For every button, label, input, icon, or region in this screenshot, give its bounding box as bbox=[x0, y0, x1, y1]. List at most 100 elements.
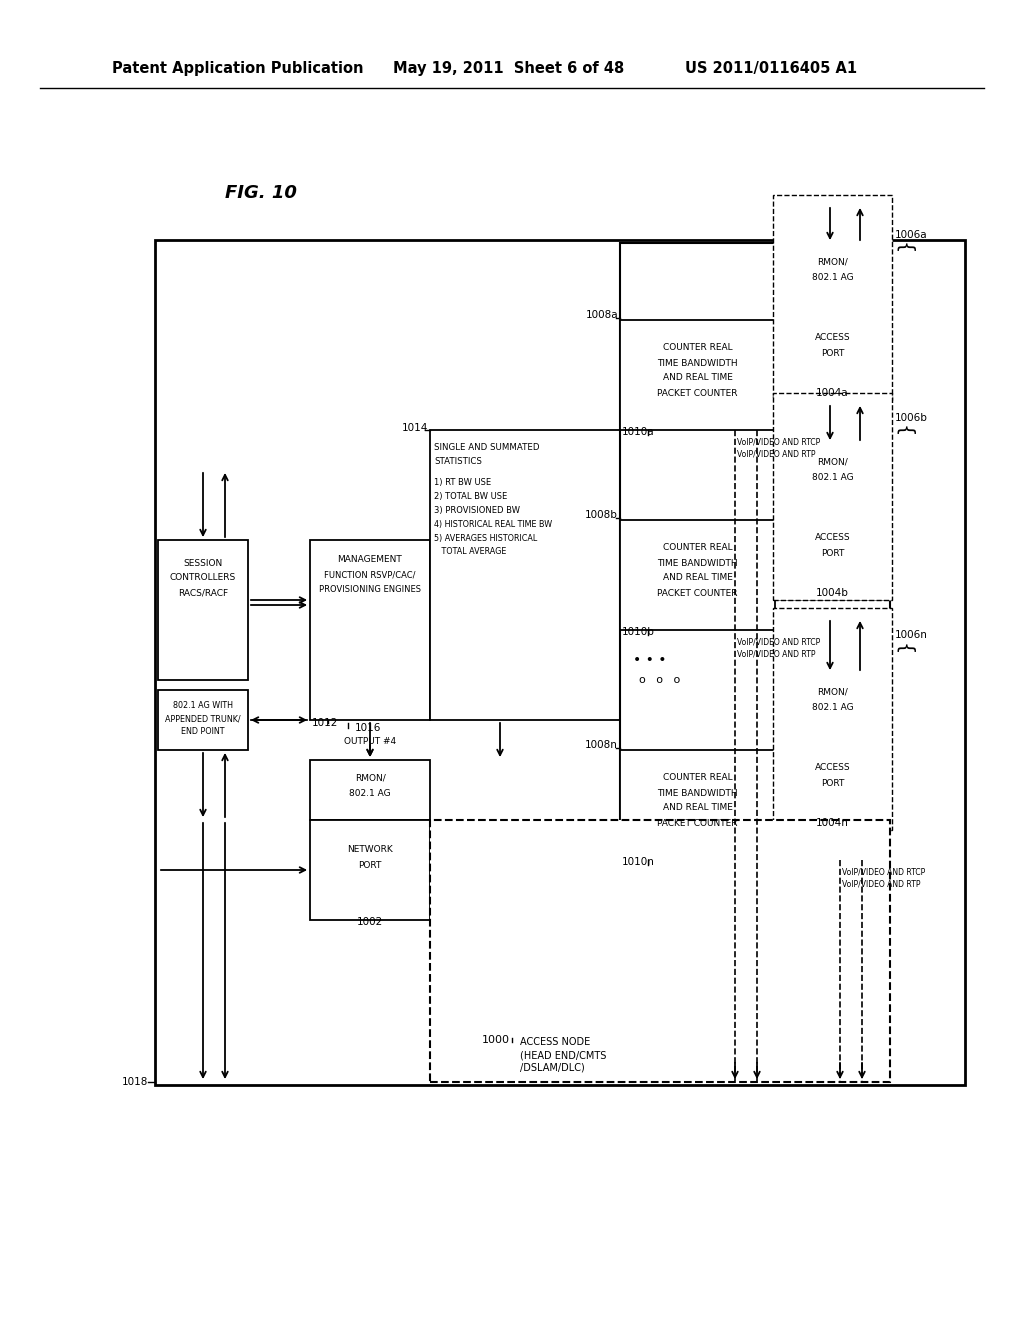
Text: Patent Application Publication: Patent Application Publication bbox=[112, 61, 364, 75]
Bar bbox=[775, 750, 890, 830]
Text: PORT: PORT bbox=[821, 779, 844, 788]
Text: ACCESS NODE: ACCESS NODE bbox=[520, 1038, 590, 1047]
Text: NETWORK: NETWORK bbox=[347, 846, 393, 854]
Bar bbox=[775, 319, 890, 400]
Text: RACS/RACF: RACS/RACF bbox=[178, 589, 228, 598]
Bar bbox=[773, 393, 892, 601]
Text: ACCESS: ACCESS bbox=[815, 533, 850, 543]
Text: 1006b: 1006b bbox=[895, 413, 928, 422]
Text: 5) AVERAGES HISTORICAL: 5) AVERAGES HISTORICAL bbox=[434, 533, 538, 543]
Text: 1006n: 1006n bbox=[895, 630, 928, 640]
Bar bbox=[775, 444, 890, 520]
Text: 1014: 1014 bbox=[401, 422, 428, 433]
Text: PACKET COUNTER: PACKET COUNTER bbox=[657, 388, 737, 397]
Text: /DSLAM/DLC): /DSLAM/DLC) bbox=[520, 1063, 585, 1073]
Text: 1008a: 1008a bbox=[586, 310, 618, 319]
Bar bbox=[775, 520, 890, 601]
Text: (HEAD END/CMTS: (HEAD END/CMTS bbox=[520, 1049, 606, 1060]
Text: AND REAL TIME: AND REAL TIME bbox=[663, 804, 732, 813]
Text: PROVISIONING ENGINES: PROVISIONING ENGINES bbox=[319, 586, 421, 594]
Text: RMON/: RMON/ bbox=[817, 458, 848, 466]
Text: 1010a: 1010a bbox=[622, 426, 654, 437]
Text: 1010n: 1010n bbox=[622, 857, 655, 867]
Bar bbox=[773, 609, 892, 830]
Text: SINGLE AND SUMMATED: SINGLE AND SUMMATED bbox=[434, 444, 540, 453]
Bar bbox=[620, 520, 775, 630]
Text: 1004n: 1004n bbox=[816, 818, 849, 828]
Text: o   o   o: o o o bbox=[639, 675, 681, 685]
Text: • • •: • • • bbox=[633, 653, 667, 667]
Text: {: { bbox=[894, 242, 913, 255]
Text: 1000: 1000 bbox=[482, 1035, 510, 1045]
Bar bbox=[155, 240, 965, 1085]
Text: 802.1 AG: 802.1 AG bbox=[812, 473, 853, 482]
Text: RMON/: RMON/ bbox=[817, 257, 848, 267]
Bar bbox=[773, 195, 892, 400]
Text: VoIP/VIDEO AND RTCP: VoIP/VIDEO AND RTCP bbox=[842, 867, 926, 876]
Text: 1008n: 1008n bbox=[585, 741, 618, 750]
Text: 802.1 AG WITH: 802.1 AG WITH bbox=[173, 701, 233, 710]
Text: FUNCTION RSVP/CAC/: FUNCTION RSVP/CAC/ bbox=[325, 570, 416, 579]
Text: PORT: PORT bbox=[821, 348, 844, 358]
Text: VoIP/VIDEO AND RTCP: VoIP/VIDEO AND RTCP bbox=[737, 638, 820, 647]
Bar bbox=[310, 820, 430, 920]
Text: COUNTER REAL: COUNTER REAL bbox=[663, 544, 732, 553]
Text: 1010b: 1010b bbox=[622, 627, 655, 638]
Text: STATISTICS: STATISTICS bbox=[434, 458, 482, 466]
Text: ACCESS: ACCESS bbox=[815, 334, 850, 342]
Text: OUTPUT #4: OUTPUT #4 bbox=[344, 738, 396, 747]
Text: 1002: 1002 bbox=[357, 917, 383, 927]
Text: 1) RT BW USE: 1) RT BW USE bbox=[434, 478, 492, 487]
Bar bbox=[158, 540, 248, 680]
Text: RMON/: RMON/ bbox=[354, 774, 385, 783]
Text: May 19, 2011  Sheet 6 of 48: May 19, 2011 Sheet 6 of 48 bbox=[393, 61, 625, 75]
Bar bbox=[775, 243, 890, 319]
Bar bbox=[620, 750, 775, 861]
Text: 3) PROVISIONED BW: 3) PROVISIONED BW bbox=[434, 506, 520, 515]
Text: 802.1 AG: 802.1 AG bbox=[812, 702, 853, 711]
Bar bbox=[775, 673, 890, 750]
Text: PORT: PORT bbox=[358, 861, 382, 870]
Text: 4) HISTORICAL REAL TIME BW: 4) HISTORICAL REAL TIME BW bbox=[434, 520, 552, 528]
Text: 802.1 AG: 802.1 AG bbox=[349, 788, 391, 797]
Text: 1006a: 1006a bbox=[895, 230, 928, 240]
Text: 802.1 AG: 802.1 AG bbox=[812, 272, 853, 281]
Text: 1004a: 1004a bbox=[816, 388, 849, 399]
Text: SESSION: SESSION bbox=[183, 558, 222, 568]
Text: RMON/: RMON/ bbox=[817, 688, 848, 697]
Text: TIME BANDWIDTH: TIME BANDWIDTH bbox=[657, 788, 738, 797]
Text: 1004b: 1004b bbox=[816, 587, 849, 598]
Bar bbox=[310, 540, 430, 719]
Text: 1018: 1018 bbox=[122, 1077, 148, 1086]
Text: 1012: 1012 bbox=[312, 718, 338, 729]
Text: TIME BANDWIDTH: TIME BANDWIDTH bbox=[657, 558, 738, 568]
Text: 1008b: 1008b bbox=[585, 510, 618, 520]
Text: COUNTER REAL: COUNTER REAL bbox=[663, 343, 732, 352]
Text: END POINT: END POINT bbox=[181, 727, 224, 737]
Text: VoIP/VIDEO AND RTP: VoIP/VIDEO AND RTP bbox=[842, 879, 921, 888]
Bar bbox=[430, 820, 890, 1082]
Text: US 2011/0116405 A1: US 2011/0116405 A1 bbox=[685, 61, 857, 75]
Text: AND REAL TIME: AND REAL TIME bbox=[663, 374, 732, 383]
Text: VoIP/VIDEO AND RTCP: VoIP/VIDEO AND RTCP bbox=[737, 437, 820, 446]
Text: APPENDED TRUNK/: APPENDED TRUNK/ bbox=[165, 714, 241, 723]
Text: VoIP/VIDEO AND RTP: VoIP/VIDEO AND RTP bbox=[737, 450, 815, 458]
Text: AND REAL TIME: AND REAL TIME bbox=[663, 573, 732, 582]
Text: MANAGEMENT: MANAGEMENT bbox=[338, 556, 402, 565]
Text: COUNTER REAL: COUNTER REAL bbox=[663, 774, 732, 783]
Bar bbox=[158, 690, 248, 750]
Text: PORT: PORT bbox=[821, 549, 844, 557]
Bar bbox=[620, 243, 890, 820]
Text: PACKET COUNTER: PACKET COUNTER bbox=[657, 589, 737, 598]
Text: TIME BANDWIDTH: TIME BANDWIDTH bbox=[657, 359, 738, 367]
Text: 2) TOTAL BW USE: 2) TOTAL BW USE bbox=[434, 491, 507, 500]
Bar bbox=[310, 760, 430, 820]
Text: VoIP/VIDEO AND RTP: VoIP/VIDEO AND RTP bbox=[737, 649, 815, 659]
Text: PACKET COUNTER: PACKET COUNTER bbox=[657, 818, 737, 828]
Text: TOTAL AVERAGE: TOTAL AVERAGE bbox=[434, 548, 507, 557]
Bar bbox=[430, 430, 620, 719]
Text: {: { bbox=[894, 643, 913, 655]
Text: CONTROLLERS: CONTROLLERS bbox=[170, 573, 237, 582]
Text: {: { bbox=[894, 425, 913, 437]
Text: 1016: 1016 bbox=[355, 723, 381, 733]
